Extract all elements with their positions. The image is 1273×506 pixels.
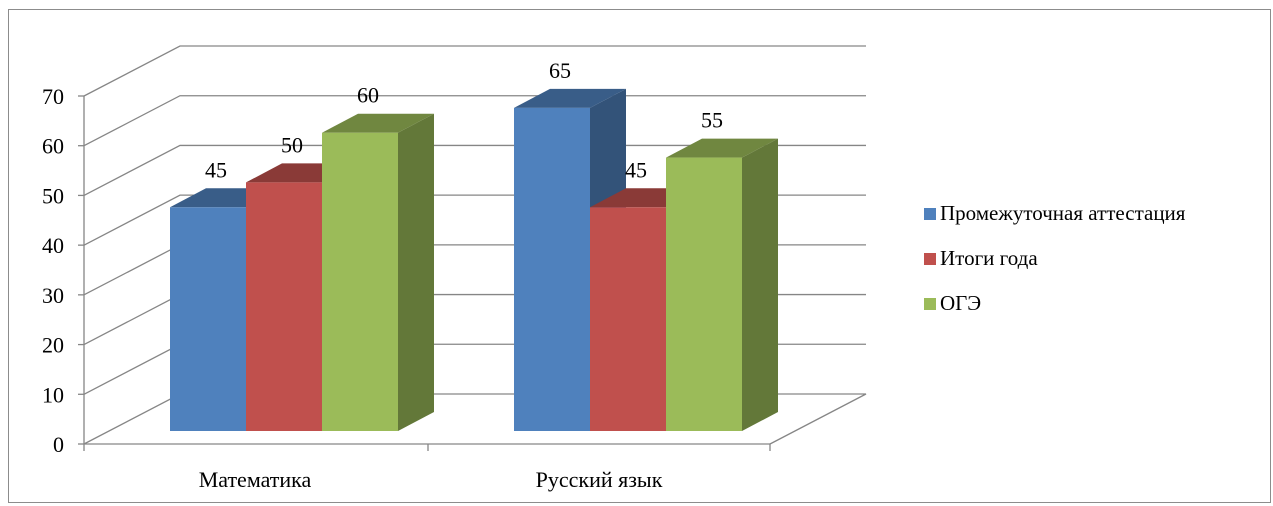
bar-front-face <box>170 207 246 431</box>
bar-top-face <box>666 138 778 158</box>
legend-label: ОГЭ <box>940 291 981 315</box>
y-axis: 0 10 20 30 40 50 60 70 <box>42 84 771 457</box>
bar-front-face <box>322 132 398 431</box>
category-labels: Математика Русский язык <box>199 467 663 492</box>
data-label: 60 <box>357 83 379 108</box>
data-labels: 45 50 60 65 45 55 <box>205 58 723 182</box>
bar <box>322 113 434 431</box>
data-label: 55 <box>701 108 723 133</box>
legend-swatch <box>924 253 936 265</box>
bar-front-face <box>666 157 742 432</box>
legend: Промежуточная аттестация Итоги года ОГЭ <box>924 201 1186 315</box>
y-tick-label: 50 <box>42 183 64 208</box>
data-label: 65 <box>549 58 571 83</box>
legend-item: Итоги года <box>924 246 1038 270</box>
bar-front-face <box>246 182 322 431</box>
bars <box>170 88 778 432</box>
y-tick-label: 60 <box>42 134 64 159</box>
y-tick-label: 10 <box>42 382 64 407</box>
legend-item: Промежуточная аттестация <box>924 201 1186 225</box>
legend-item: ОГЭ <box>924 291 981 315</box>
bar-side-face <box>742 138 778 432</box>
gridline <box>83 95 866 147</box>
legend-swatch <box>924 298 936 310</box>
y-tick-label: 70 <box>42 84 64 109</box>
gridline <box>83 45 866 97</box>
y-tick-label: 0 <box>53 432 64 457</box>
legend-label: Промежуточная аттестация <box>940 201 1186 225</box>
x-category-label: Математика <box>199 467 312 492</box>
bar-front-face <box>590 207 666 431</box>
bar-side-face <box>398 113 434 431</box>
y-tick-label: 30 <box>42 283 64 308</box>
legend-swatch <box>924 208 936 220</box>
data-label: 45 <box>625 157 647 182</box>
legend-label: Итоги года <box>940 246 1038 270</box>
x-category-label: Русский язык <box>536 467 663 492</box>
data-label: 45 <box>205 157 227 182</box>
bar-front-face <box>514 107 590 431</box>
gridline <box>83 144 866 197</box>
y-tick-label: 20 <box>42 333 64 358</box>
bar <box>666 138 778 432</box>
bar-top-face <box>514 88 626 108</box>
y-tick-label: 40 <box>42 233 64 258</box>
data-label: 50 <box>281 132 303 157</box>
bar-top-face <box>322 113 434 133</box>
